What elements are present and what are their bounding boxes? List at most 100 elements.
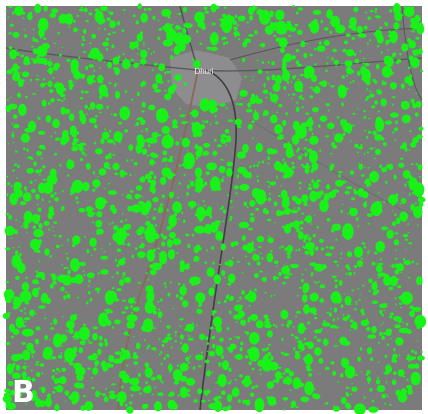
vegetation-patch [357,26,363,34]
vegetation-patch [381,51,383,54]
vegetation-patch [383,310,385,311]
vegetation-patch [104,396,109,402]
vegetation-patch [152,16,155,20]
vegetation-patch [380,324,382,325]
vegetation-patch [395,213,397,216]
vegetation-patch [274,260,279,264]
vegetation-patch [196,157,198,160]
vegetation-patch [201,400,205,403]
vegetation-patch [386,394,388,395]
vegetation-patch [400,272,402,274]
vegetation-patch [325,253,332,257]
vegetation-patch [24,308,26,310]
vegetation-patch [60,136,67,145]
vegetation-patch [192,234,194,237]
vegetation-patch [181,348,185,351]
vegetation-patch [147,307,150,310]
vegetation-patch [35,78,39,80]
vegetation-patch [169,232,176,239]
vegetation-patch [178,219,180,220]
vegetation-patch [162,195,165,198]
vegetation-patch [242,170,248,177]
vegetation-patch [63,295,66,300]
vegetation-patch [306,163,309,166]
vegetation-patch [65,401,67,402]
vegetation-patch [114,172,118,175]
vegetation-patch [48,102,50,105]
vegetation-patch [37,204,39,206]
vegetation-patch [362,58,365,59]
vegetation-patch [266,364,269,367]
vegetation-patch [49,200,51,203]
vegetation-patch [44,62,48,65]
vegetation-patch [303,202,307,206]
vegetation-patch [381,137,384,140]
vegetation-patch [39,145,45,149]
vegetation-patch [137,53,139,55]
vegetation-patch [330,16,340,28]
vegetation-patch [347,251,352,257]
vegetation-patch [59,235,62,238]
vegetation-patch [44,248,49,255]
vegetation-patch [175,340,178,342]
vegetation-patch [9,6,13,8]
vegetation-patch [13,114,17,119]
vegetation-patch [326,103,330,106]
vegetation-patch [200,42,202,45]
vegetation-patch [214,139,216,142]
vegetation-patch [151,377,156,381]
vegetation-patch [267,156,270,160]
vegetation-patch [7,353,9,354]
vegetation-patch [375,11,377,13]
vegetation-patch [336,347,338,348]
vegetation-patch [346,186,352,189]
vegetation-patch [281,190,288,200]
vegetation-patch [46,298,51,304]
vegetation-patch [148,105,155,111]
vegetation-patch [305,167,310,174]
vegetation-patch [115,351,122,355]
vegetation-patch [132,255,134,259]
vegetation-patch [215,346,223,356]
vegetation-patch [296,60,300,64]
vegetation-patch [303,166,306,169]
vegetation-patch [299,89,303,92]
vegetation-patch [220,208,223,210]
vegetation-patch [334,307,338,312]
vegetation-patch [267,381,274,389]
vegetation-patch [366,327,370,331]
vegetation-patch [168,364,173,371]
vegetation-patch [253,164,255,167]
vegetation-patch [85,154,87,157]
vegetation-patch [168,215,177,228]
vegetation-patch [83,270,85,272]
vegetation-patch [350,82,352,84]
vegetation-patch [23,29,25,30]
vegetation-patch [281,246,284,248]
vegetation-patch [151,180,157,187]
vegetation-patch [104,129,106,131]
vegetation-patch [54,404,59,411]
vegetation-patch [79,9,84,12]
vegetation-patch [90,102,96,110]
vegetation-patch [168,249,175,259]
vegetation-patch [44,351,47,354]
vegetation-patch [154,386,156,388]
vegetation-patch [138,3,142,9]
vegetation-patch [400,158,404,160]
vegetation-patch [189,355,191,358]
vegetation-patch [353,7,358,12]
vegetation-patch [94,360,99,365]
vegetation-patch [104,188,106,189]
vegetation-patch [161,9,171,17]
vegetation-patch [227,294,229,296]
vegetation-patch [288,354,290,355]
vegetation-patch [204,224,212,234]
vegetation-patch [180,334,184,339]
vegetation-patch [275,325,277,327]
vegetation-patch [417,278,422,283]
vegetation-patch [320,284,326,288]
vegetation-patch [111,44,114,48]
vegetation-patch [42,198,44,201]
vegetation-patch [403,234,409,237]
